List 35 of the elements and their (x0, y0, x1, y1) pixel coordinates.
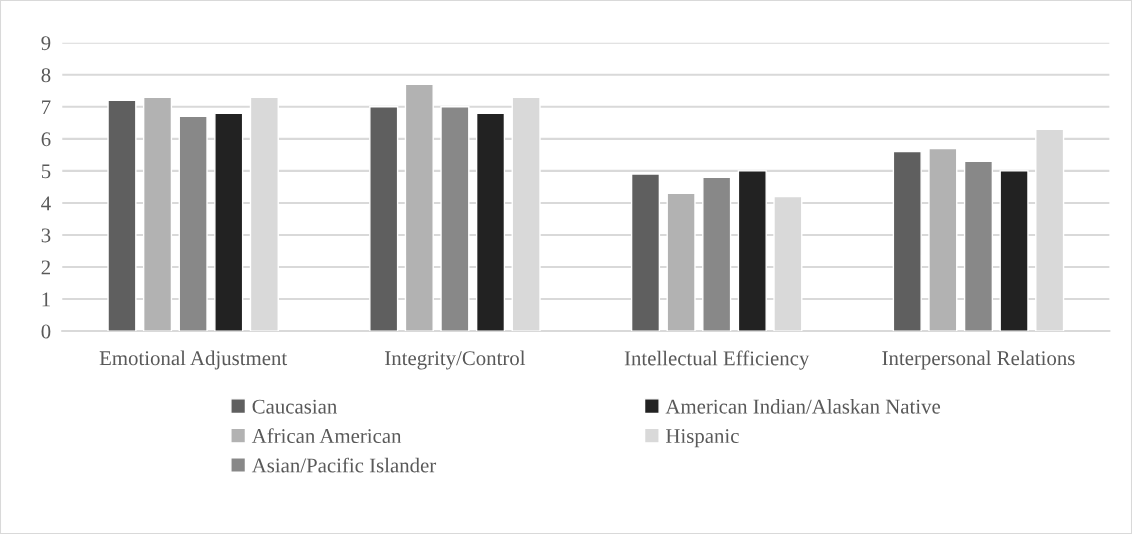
x-tick-label: Emotional Adjustment (99, 350, 288, 370)
x-tick-label: Integrity/Control (385, 350, 526, 370)
bar (666, 192, 696, 332)
bar (737, 170, 767, 332)
legend-label: American Indian/Alaskan Native (665, 398, 941, 414)
legend-label: Asian/Pacific Islander (251, 457, 437, 473)
bar (999, 170, 1029, 332)
y-tick-label: 3 (41, 228, 51, 243)
bar (928, 147, 958, 332)
bar (142, 96, 173, 332)
y-tick-label: 4 (41, 196, 51, 211)
bar (369, 106, 399, 332)
x-tick-label: Interpersonal Relations (882, 350, 1075, 370)
bar (702, 176, 732, 332)
bar (475, 112, 506, 332)
bar (404, 83, 434, 332)
legend-label: Hispanic (666, 429, 739, 448)
y-tick-label: 2 (41, 260, 50, 275)
y-tick-label: 0 (41, 324, 51, 339)
legend-label: African American (251, 428, 402, 444)
bar (892, 150, 922, 332)
legend-label: Caucasian (252, 399, 337, 414)
bar (178, 115, 208, 332)
y-tick-label: 9 (41, 36, 51, 51)
bar (630, 173, 661, 332)
bar (107, 99, 137, 332)
bar (963, 160, 994, 332)
y-tick-label: 1 (42, 292, 50, 307)
x-tick-label: Intellectual Efficiency (624, 350, 810, 370)
y-tick-label: 7 (42, 100, 51, 115)
y-tick-label: 5 (41, 164, 51, 179)
bar (214, 112, 244, 332)
bar (440, 106, 470, 332)
y-tick-label: 8 (41, 68, 51, 83)
y-tick-label: 6 (41, 132, 51, 147)
